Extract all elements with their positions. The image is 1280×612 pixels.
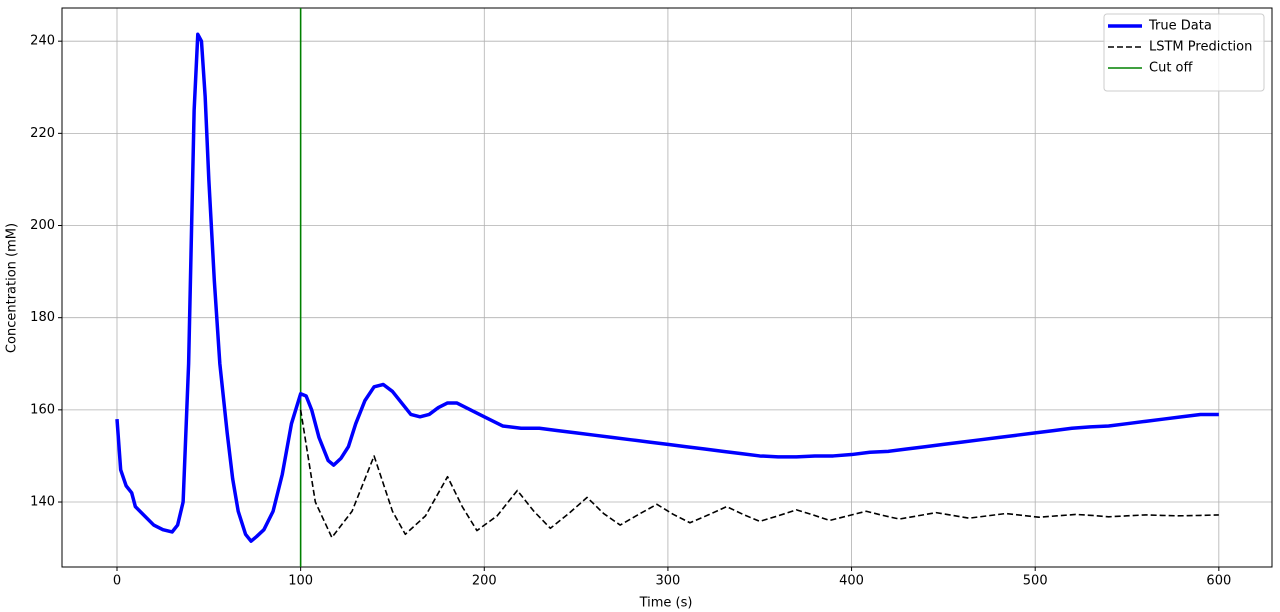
y-tick-label: 240 bbox=[30, 34, 55, 49]
x-tick-label: 200 bbox=[472, 574, 497, 589]
legend-label: LSTM Prediction bbox=[1149, 40, 1252, 55]
y-axis-label: Concentration (mM) bbox=[5, 223, 20, 353]
x-axis-label: Time (s) bbox=[639, 596, 693, 611]
legend-label: Cut off bbox=[1149, 61, 1193, 76]
legend-box bbox=[1103, 13, 1265, 92]
x-tick-label: 500 bbox=[1023, 574, 1048, 589]
y-tick-label: 140 bbox=[30, 495, 55, 510]
data-line bbox=[115, 32, 1219, 543]
data-line bbox=[299, 409, 1219, 539]
x-tick-label: 600 bbox=[1206, 574, 1231, 589]
y-tick-label: 200 bbox=[30, 218, 55, 233]
legend-label: True Data bbox=[1148, 19, 1212, 34]
plot-frame bbox=[61, 7, 1273, 568]
x-tick-label: 0 bbox=[113, 574, 121, 589]
x-tick-label: 100 bbox=[288, 574, 313, 589]
x-tick-label: 300 bbox=[656, 574, 681, 589]
y-tick-label: 180 bbox=[30, 310, 55, 325]
y-tick-label: 160 bbox=[30, 402, 55, 417]
x-tick-label: 400 bbox=[839, 574, 864, 589]
y-tick-label: 220 bbox=[30, 126, 55, 141]
